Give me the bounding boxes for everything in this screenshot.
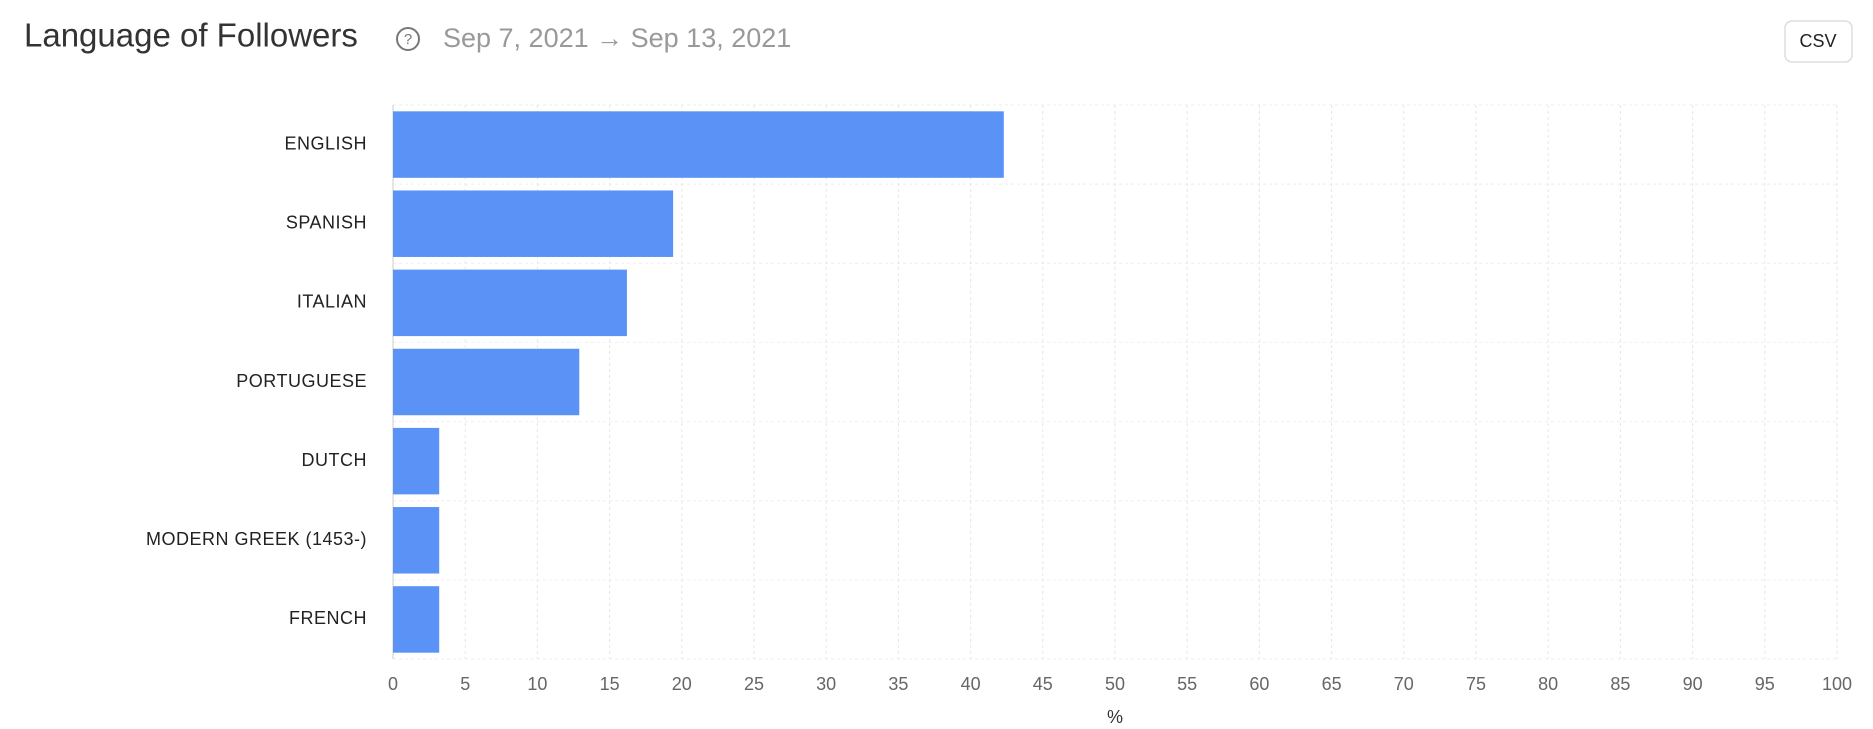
x-tick-label: 75 [1466,674,1486,694]
x-tick-label: 5 [460,674,470,694]
x-tick-label: 45 [1033,674,1053,694]
bar [393,348,580,416]
x-tick-label: 10 [527,674,547,694]
bar [393,269,627,337]
x-tick-label: 50 [1105,674,1125,694]
date-range: Sep 7, 2021 → Sep 13, 2021 [443,23,791,53]
bar [393,507,440,574]
x-tick-label: 60 [1249,674,1269,694]
y-tick-label: ENGLISH [284,133,367,153]
x-tick-label: 85 [1610,674,1630,694]
y-tick-label: DUTCH [302,450,368,470]
x-tick-label: 55 [1177,674,1197,694]
svg-text:?: ? [404,31,412,48]
csv-label[interactable]: CSV [1799,31,1836,51]
y-tick-label: PORTUGUESE [236,371,367,391]
x-tick-label: 80 [1538,674,1558,694]
x-tick-label: 25 [744,674,764,694]
x-tick-label: 20 [672,674,692,694]
x-tick-label: 35 [888,674,908,694]
help-icon[interactable]: ? [396,27,420,51]
y-tick-label: FRENCH [289,608,367,628]
x-axis-label: % [1107,707,1123,727]
x-tick-label: 15 [600,674,620,694]
bar [393,586,440,653]
title: Language of Followers [24,17,358,54]
x-tick-label: 0 [388,674,398,694]
bar [393,111,1004,178]
y-tick-label: ITALIAN [297,292,367,312]
bar [393,427,440,495]
x-tick-label: 30 [816,674,836,694]
x-tick-label: 40 [961,674,981,694]
x-tick-label: 95 [1755,674,1775,694]
x-tick-label: 70 [1394,674,1414,694]
bar [393,190,674,257]
x-tick-label: 90 [1683,674,1703,694]
y-tick-label: MODERN GREEK (1453-) [146,529,367,549]
x-tick-label: 100 [1822,674,1852,694]
y-tick-label: SPANISH [286,212,367,232]
csv-button[interactable]: CSV [1784,20,1853,63]
x-tick-label: 65 [1322,674,1342,694]
